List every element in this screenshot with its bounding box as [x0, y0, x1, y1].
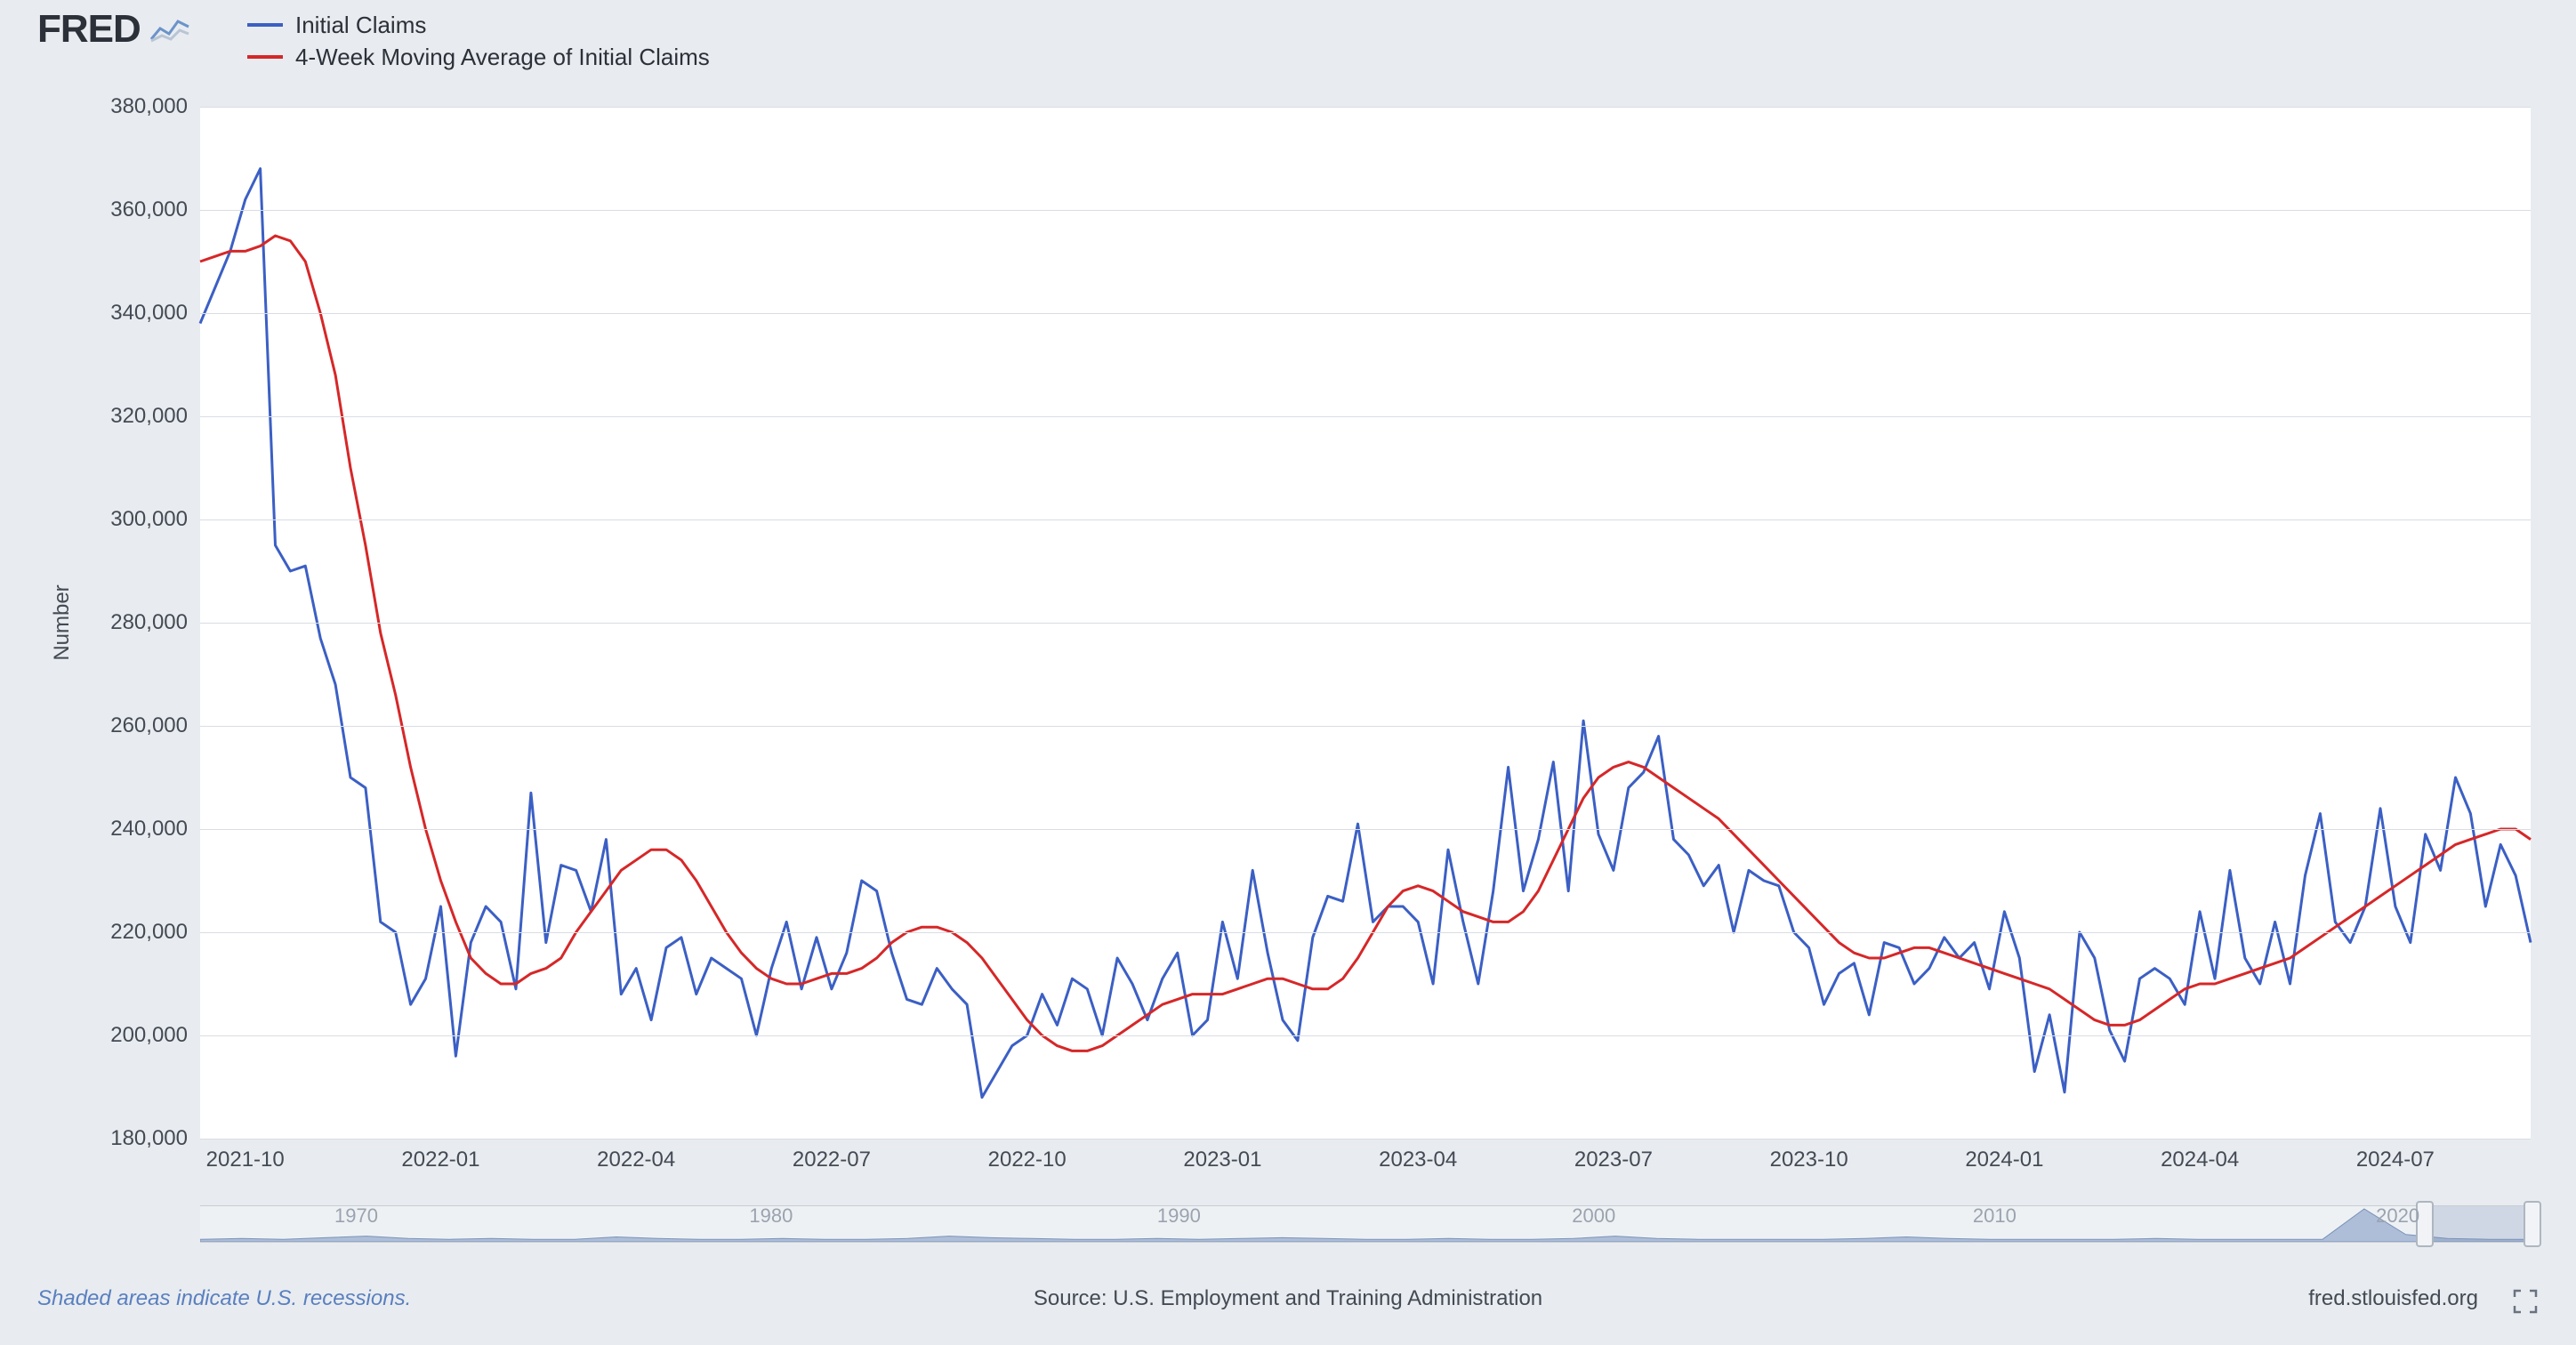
y-tick-label: 220,000 [110, 920, 200, 945]
gridline [200, 829, 2531, 830]
legend-item-4wk-ma[interactable]: 4-Week Moving Average of Initial Claims [247, 41, 710, 73]
y-tick-label: 260,000 [110, 713, 200, 738]
navigator-handle-right[interactable] [2524, 1201, 2541, 1247]
legend-label-series2: 4-Week Moving Average of Initial Claims [295, 44, 710, 71]
y-tick-label: 380,000 [110, 94, 200, 119]
site-url: fred.stlouisfed.org [2308, 1286, 2478, 1311]
x-tick-label: 2023-10 [1770, 1139, 1848, 1172]
x-tick-label: 2024-01 [1965, 1139, 2043, 1172]
legend-label-series1: Initial Claims [295, 12, 426, 39]
gridline [200, 416, 2531, 417]
x-tick-label: 2021-10 [206, 1139, 285, 1172]
y-tick-label: 240,000 [110, 817, 200, 842]
y-tick-label: 360,000 [110, 197, 200, 222]
chart-plot-area[interactable]: 180,000200,000220,000240,000260,000280,0… [200, 107, 2531, 1139]
source-attribution: Source: U.S. Employment and Training Adm… [1034, 1286, 1542, 1311]
chart-legend: Initial Claims 4-Week Moving Average of … [247, 9, 710, 73]
gridline [200, 1035, 2531, 1036]
fred-logo-text: FRED [37, 7, 141, 52]
series-initial-claims [200, 169, 2531, 1098]
x-tick-label: 2023-01 [1183, 1139, 1261, 1172]
recession-note: Shaded areas indicate U.S. recessions. [37, 1286, 411, 1311]
x-tick-label: 2022-10 [988, 1139, 1067, 1172]
y-tick-label: 320,000 [110, 404, 200, 429]
x-tick-label: 2024-04 [2161, 1139, 2239, 1172]
navigator-tick-label: 1980 [749, 1204, 793, 1228]
y-tick-label: 200,000 [110, 1023, 200, 1048]
navigator-selection-window[interactable] [2423, 1206, 2531, 1242]
gridline [200, 726, 2531, 727]
navigator-sparkline [200, 1206, 2531, 1242]
x-tick-label: 2022-07 [793, 1139, 871, 1172]
x-tick-label: 2024-07 [2356, 1139, 2435, 1172]
gridline [200, 932, 2531, 933]
gridline [200, 623, 2531, 624]
y-axis-label: Number [50, 584, 75, 660]
x-tick-label: 2023-04 [1379, 1139, 1457, 1172]
gridline [200, 210, 2531, 211]
fred-logo: FRED [37, 7, 192, 52]
fred-logo-chart-icon [149, 16, 192, 43]
page-root: FRED Initial Claims 4-Week Moving Averag… [0, 0, 2576, 1345]
navigator-tick-label: 2010 [1973, 1204, 2017, 1228]
y-tick-label: 180,000 [110, 1126, 200, 1151]
navigator-tick-label: 2000 [1572, 1204, 1615, 1228]
legend-item-initial-claims[interactable]: Initial Claims [247, 9, 710, 41]
gridline [200, 519, 2531, 520]
navigator-tick-label: 2020 [2376, 1204, 2419, 1228]
navigator-tick-label: 1970 [334, 1204, 378, 1228]
fullscreen-icon[interactable] [2512, 1288, 2539, 1315]
legend-swatch-series1 [247, 23, 283, 27]
gridline [200, 107, 2531, 108]
y-tick-label: 340,000 [110, 301, 200, 326]
time-navigator[interactable]: 1970 1980 1990 2000 2010 2020 [200, 1205, 2531, 1243]
legend-swatch-series2 [247, 55, 283, 59]
y-tick-label: 300,000 [110, 507, 200, 532]
x-tick-label: 2022-04 [597, 1139, 675, 1172]
gridline [200, 313, 2531, 314]
navigator-tick-label: 1990 [1157, 1204, 1201, 1228]
x-tick-label: 2022-01 [401, 1139, 479, 1172]
x-tick-label: 2023-07 [1574, 1139, 1653, 1172]
y-tick-label: 280,000 [110, 610, 200, 635]
